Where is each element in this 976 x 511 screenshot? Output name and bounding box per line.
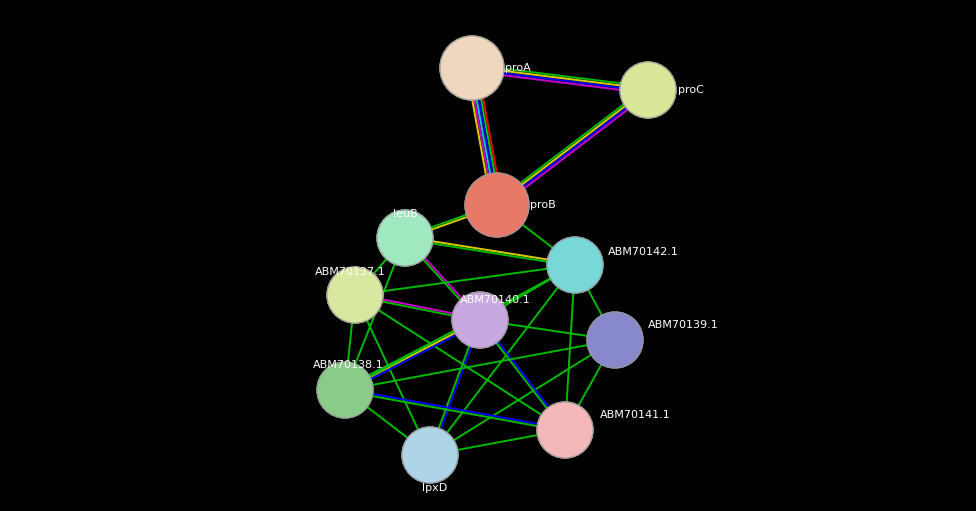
Circle shape — [587, 312, 643, 368]
Circle shape — [537, 402, 593, 458]
Circle shape — [440, 36, 504, 100]
Text: ABM70138.1: ABM70138.1 — [312, 360, 384, 370]
Circle shape — [465, 173, 529, 237]
Text: ABM70141.1: ABM70141.1 — [600, 410, 671, 420]
Text: lpxD: lpxD — [423, 483, 448, 493]
Text: proA: proA — [505, 63, 531, 73]
Text: ABM70137.1: ABM70137.1 — [314, 267, 386, 277]
Text: leuB: leuB — [392, 209, 418, 219]
Circle shape — [327, 267, 383, 323]
Circle shape — [620, 62, 676, 118]
Text: proC: proC — [678, 85, 704, 95]
Circle shape — [402, 427, 458, 483]
Text: ABM70139.1: ABM70139.1 — [648, 320, 718, 330]
Circle shape — [452, 292, 508, 348]
Text: ABM70142.1: ABM70142.1 — [608, 247, 679, 257]
Circle shape — [377, 210, 433, 266]
Circle shape — [547, 237, 603, 293]
Text: ABM70140.1: ABM70140.1 — [460, 295, 530, 305]
Text: proB: proB — [530, 200, 555, 210]
Circle shape — [317, 362, 373, 418]
